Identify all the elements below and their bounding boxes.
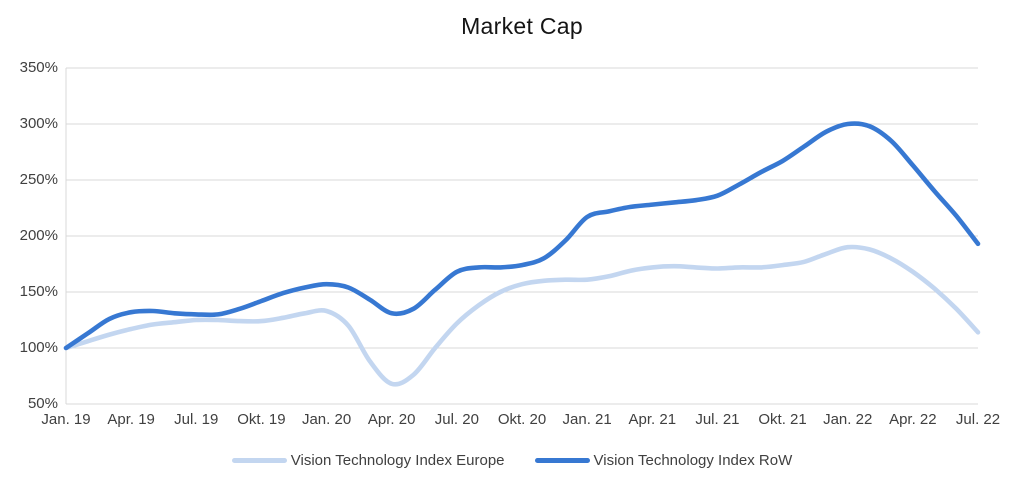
y-axis-tick-label: 250% xyxy=(19,171,58,188)
legend-label-europe: Vision Technology Index Europe xyxy=(290,452,505,469)
y-axis-tick-label: 50% xyxy=(27,395,58,412)
series-line-europe xyxy=(63,244,981,387)
x-axis-tick-label: Okt. 19 xyxy=(237,411,286,428)
x-axis-tick-label: Okt. 20 xyxy=(497,411,547,428)
x-axis-tick-label: Apr. 20 xyxy=(367,411,416,428)
y-axis-tick-label: 100% xyxy=(19,339,58,356)
y-axis-tick-label: 200% xyxy=(19,227,58,244)
x-axis-tick-label: Apr. 19 xyxy=(107,411,155,428)
x-axis-tick-label: Jan. 22 xyxy=(823,411,873,428)
legend-line-swatch-europe xyxy=(231,458,287,463)
x-axis-tick-label: Apr. 21 xyxy=(628,411,677,428)
x-axis-tick-label: Okt. 21 xyxy=(758,411,807,428)
x-axis-tick-label: Jan. 20 xyxy=(301,411,352,428)
legend-line-swatch-row xyxy=(534,458,590,463)
legend-item-row: Vision Technology Index RoW xyxy=(534,452,793,469)
x-axis-tick-label: Jan. 21 xyxy=(562,411,612,428)
y-axis-tick-label: 300% xyxy=(19,115,58,132)
x-axis-tick-label: Jul. 21 xyxy=(695,411,740,428)
y-axis-tick-label: 150% xyxy=(19,283,58,300)
x-axis-tick-label: Jan. 19 xyxy=(41,411,91,428)
series-line-row xyxy=(63,121,981,351)
x-axis-tick-label: Jul. 20 xyxy=(434,411,479,428)
chart-title: Market Cap xyxy=(461,13,583,39)
x-axis-tick-label: Jul. 22 xyxy=(955,411,1001,428)
legend: Vision Technology Index Europe Vision Te… xyxy=(0,452,1024,469)
legend-item-europe: Vision Technology Index Europe xyxy=(231,452,505,469)
legend-label-row: Vision Technology Index RoW xyxy=(593,452,793,469)
x-axis-tick-label: Jul. 19 xyxy=(174,411,219,428)
x-axis-tick-label: Apr. 22 xyxy=(889,411,937,428)
y-axis-tick-label: 350% xyxy=(19,59,58,76)
